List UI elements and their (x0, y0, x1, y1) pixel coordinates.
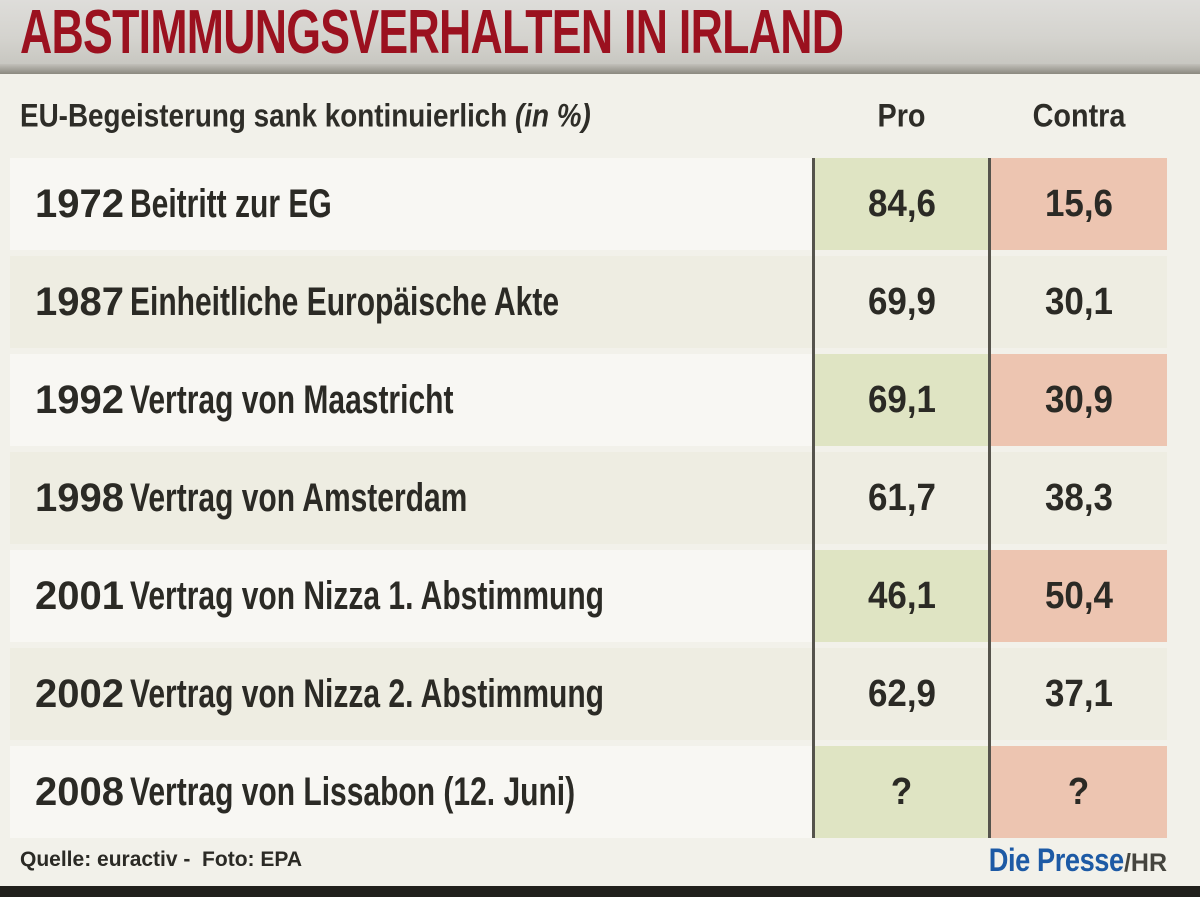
table-row: 2001 Vertrag von Nizza 1. Abstimmung 46,1 5… (10, 550, 1167, 642)
contra-value: 15,6 (1044, 182, 1114, 225)
contra-value: 37,1 (1044, 672, 1114, 715)
brand-suffix: /HR (1123, 849, 1167, 877)
column-header-contra: Contra (1032, 97, 1126, 134)
row-year: 2001 (35, 573, 124, 618)
pro-value: ? (890, 770, 913, 813)
footer: Quelle: euractiv - Foto: EPA Die Presse/… (10, 838, 1167, 886)
title-bar: ABSTIMMUNGSVERHALTEN IN IRLAND (0, 0, 1200, 67)
row-label: Einheitliche Europäische Akte (130, 279, 560, 324)
column-divider-left (812, 158, 815, 838)
row-label: Vertrag von Nizza 2. Abstimmung (130, 671, 604, 716)
row-label: Vertrag von Amsterdam (130, 475, 468, 520)
pro-value: 69,1 (867, 378, 936, 421)
title-bar-shadow (0, 64, 1200, 74)
table-header: EU-Begeisterung sank kontinuierlich (in … (10, 74, 1167, 158)
pro-value-cell: 61,7 (815, 452, 988, 544)
contra-value-cell: 50,4 (991, 550, 1167, 642)
pro-value: 69,9 (867, 280, 936, 323)
row-year: 2002 (35, 671, 124, 716)
bottom-bar (0, 886, 1200, 897)
data-table: 1972 Beitritt zur EG 84,6 15,6 1987 Einheitli… (10, 158, 1167, 838)
page-title: ABSTIMMUNGSVERHALTEN IN IRLAND (20, 0, 844, 67)
die-presse-logo: Die Presse (989, 842, 1124, 878)
table-row: 2002 Vertrag von Nizza 2. Abstimmung 62,9 3… (10, 648, 1167, 740)
pro-value-cell: 69,1 (815, 354, 988, 446)
row-label: Vertrag von Lissabon (12. Juni) (130, 769, 576, 814)
source-credit: Quelle: euractiv - Foto: EPA (20, 848, 302, 871)
contra-value-cell: 15,6 (991, 158, 1167, 250)
contra-value-cell: 37,1 (991, 648, 1167, 740)
pro-value: 62,9 (867, 672, 936, 715)
brand-credit: Die Presse/HR (965, 842, 1167, 879)
row-year: 1987 (35, 279, 124, 324)
pro-value: 61,7 (867, 476, 936, 519)
content-area: EU-Begeisterung sank kontinuierlich (in … (0, 74, 1200, 886)
contra-value: ? (1068, 770, 1090, 813)
table-row: 1992 Vertrag von Maastricht 69,1 30,9 (10, 354, 1167, 446)
row-year: 1972 (35, 181, 124, 226)
table-row: 1987 Einheitliche Europäische Akte 69,9 30,… (10, 256, 1167, 348)
contra-value-cell: 38,3 (991, 452, 1167, 544)
subtitle-text: EU-Begeisterung sank kontinuierlich (20, 97, 508, 134)
table-row: 1998 Vertrag von Amsterdam 61,7 38,3 (10, 452, 1167, 544)
pro-value-cell: ? (815, 746, 988, 838)
contra-value-cell: 30,9 (991, 354, 1167, 446)
pro-value-cell: 69,9 (815, 256, 988, 348)
contra-value: 30,9 (1044, 378, 1114, 421)
table-subtitle: EU-Begeisterung sank kontinuierlich (in … (20, 98, 676, 135)
pro-value: 84,6 (867, 182, 936, 225)
pro-value: 46,1 (867, 574, 936, 617)
row-label: Vertrag von Nizza 1. Abstimmung (130, 573, 604, 618)
table-row: 2008 Vertrag von Lissabon (12. Juni)?? (10, 746, 1167, 838)
subtitle-unit: (in %) (515, 97, 591, 134)
contra-value: 30,1 (1044, 280, 1114, 323)
contra-value-cell: 30,1 (991, 256, 1167, 348)
column-header-pro: Pro (877, 97, 926, 134)
row-year: 2008 (35, 769, 124, 814)
contra-value: 50,4 (1044, 574, 1114, 617)
table-row: 1972 Beitritt zur EG 84,6 15,6 (10, 158, 1167, 250)
row-label: Vertrag von Maastricht (130, 377, 454, 422)
pro-value-cell: 62,9 (815, 648, 988, 740)
row-label: Beitritt zur EG (130, 181, 332, 226)
pro-value-cell: 84,6 (815, 158, 988, 250)
contra-value-cell: ? (991, 746, 1167, 838)
contra-value: 38,3 (1044, 476, 1114, 519)
row-year: 1998 (35, 475, 124, 520)
pro-value-cell: 46,1 (815, 550, 988, 642)
column-divider-right (988, 158, 991, 838)
row-year: 1992 (35, 377, 124, 422)
